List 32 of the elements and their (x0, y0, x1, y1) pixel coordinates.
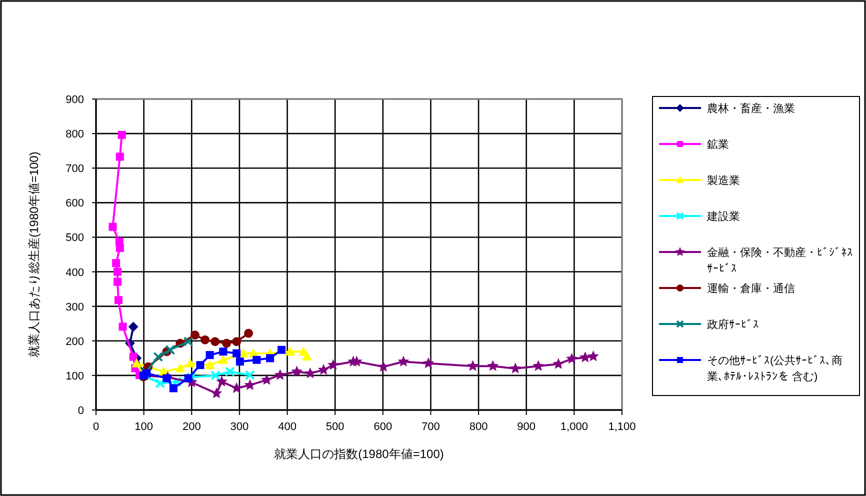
x-axis-title: 就業人口の指数(1980年値=100) (274, 447, 444, 461)
y-tick-label: 0 (78, 405, 84, 417)
x-tick-label: 800 (469, 421, 488, 433)
x-tick-label: 200 (182, 421, 201, 433)
legend-label: 金融・保険・不動産・ﾋﾞｼﾞﾈｽｻｰﾋﾞｽ (707, 246, 854, 277)
y-tick-label: 900 (66, 94, 84, 106)
x-tick-label: 900 (517, 421, 536, 433)
x-tick-label: 1,100 (608, 421, 636, 433)
y-tick-label: 500 (66, 232, 84, 244)
y-tick-label: 300 (66, 301, 84, 314)
legend-label: 建設業 (707, 210, 740, 225)
legend-label: 鉱業 (707, 138, 729, 153)
x-tick-label: 600 (374, 421, 392, 433)
x-tick-label: 500 (326, 421, 344, 433)
x-tick-label: 100 (134, 421, 153, 433)
legend-label: 製造業 (707, 174, 740, 189)
x-tick-label: 400 (278, 421, 296, 433)
y-tick-label: 100 (66, 370, 84, 382)
legend-label: その他ｻｰﾋﾞｽ(公共ｻｰﾋﾞｽ､商業､ﾎﾃﾙ･ﾚｽﾄﾗﾝを 含む) (707, 354, 844, 385)
legend-label: 運輸・倉庫・通信 (707, 282, 795, 297)
x-tick-label: 300 (230, 421, 249, 433)
legend-label: 農林・畜産・漁業 (707, 102, 795, 117)
y-tick-label: 200 (66, 336, 84, 348)
x-tick-label: 0 (92, 421, 100, 433)
y-axis-title: 就業人口あたり総生産(1980年値=100) (27, 152, 41, 358)
y-tick-label: 800 (66, 128, 84, 141)
legend-label: 政府ｻｰﾋﾞｽ (707, 318, 759, 333)
y-tick-label: 400 (66, 266, 84, 279)
x-tick-label: 700 (422, 421, 440, 433)
y-tick-label: 600 (66, 198, 84, 210)
y-tick-label: 700 (66, 163, 84, 176)
x-tick-label: 1,000 (560, 421, 588, 433)
